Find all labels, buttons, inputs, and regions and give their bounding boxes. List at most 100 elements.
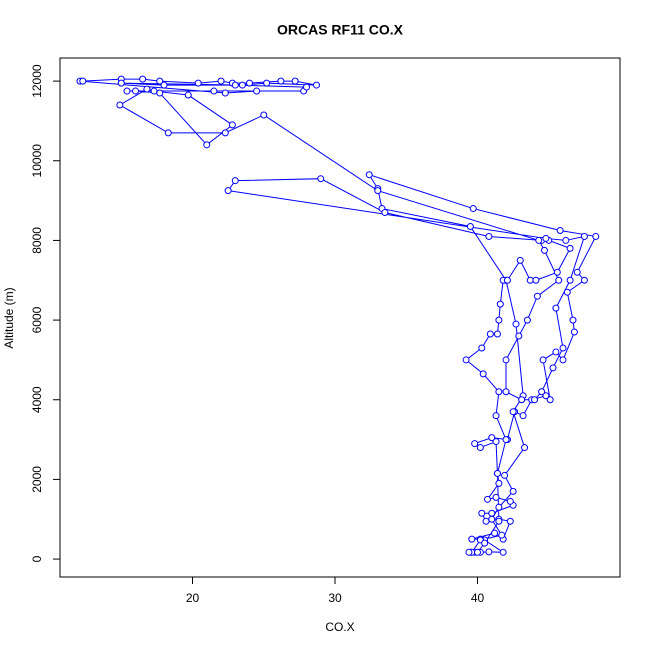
y-tick-label: 8000	[30, 227, 44, 254]
y-tick-label: 6000	[30, 306, 44, 333]
data-point	[569, 316, 577, 324]
data-point	[531, 396, 539, 404]
data-point	[502, 436, 510, 444]
data-point	[260, 111, 268, 119]
data-point	[231, 81, 239, 89]
data-point	[312, 81, 320, 89]
data-point	[502, 388, 510, 396]
data-point	[143, 85, 151, 93]
data-point	[231, 177, 239, 185]
data-point	[495, 503, 503, 511]
data-point	[116, 101, 124, 109]
data-point	[210, 87, 218, 95]
data-point	[485, 232, 493, 240]
data-point	[580, 232, 588, 240]
data-point	[540, 246, 548, 254]
data-point	[485, 548, 493, 556]
data-point	[570, 328, 578, 336]
data-point	[538, 388, 546, 396]
data-point	[365, 171, 373, 179]
data-point	[552, 348, 560, 356]
data-point	[573, 268, 581, 276]
data-point	[493, 330, 501, 338]
data-point	[502, 356, 510, 364]
y-tick-label: 12000	[30, 64, 44, 98]
data-point	[566, 244, 574, 252]
data-point	[221, 129, 229, 137]
data-point	[523, 316, 531, 324]
data-point	[246, 79, 254, 87]
data-point	[501, 471, 509, 479]
data-point	[533, 292, 541, 300]
data-point	[303, 83, 311, 91]
data-point	[476, 444, 484, 452]
data-point	[263, 79, 271, 87]
data-point	[563, 288, 571, 296]
data-point	[481, 539, 489, 547]
data-point	[580, 276, 588, 284]
data-point	[509, 408, 517, 416]
data-point	[462, 356, 470, 364]
data-point	[495, 479, 503, 487]
data-point	[79, 77, 87, 85]
data-point	[542, 234, 550, 242]
data-point	[566, 276, 574, 284]
data-point	[217, 77, 225, 85]
data-point	[503, 276, 511, 284]
data-point	[479, 370, 487, 378]
data-point	[132, 87, 140, 95]
data-point	[515, 332, 523, 340]
data-point	[160, 81, 168, 89]
data-point	[228, 121, 236, 129]
data-point	[117, 79, 125, 87]
data-point	[493, 469, 501, 477]
data-point	[488, 434, 496, 442]
data-point	[194, 79, 202, 87]
data-point	[499, 548, 507, 556]
y-tick-label: 4000	[30, 386, 44, 413]
data-point	[495, 517, 503, 525]
data-point	[471, 440, 479, 448]
data-point	[486, 330, 494, 338]
data-point	[224, 187, 232, 195]
data-point	[512, 320, 520, 328]
data-point	[492, 412, 500, 420]
y-tick-label: 10000	[30, 144, 44, 178]
data-point	[518, 396, 526, 404]
data-point	[466, 222, 474, 230]
data-point	[491, 529, 499, 537]
x-tick-label: 30	[328, 591, 342, 605]
data-point	[478, 509, 486, 517]
data-point	[555, 276, 563, 284]
data-point	[184, 91, 192, 99]
data-point	[532, 276, 540, 284]
data-point	[468, 535, 476, 543]
data-point	[562, 236, 570, 244]
data-point	[221, 89, 229, 97]
data-point	[139, 75, 147, 83]
data-point	[150, 87, 158, 95]
data-point	[482, 517, 490, 525]
data-point	[156, 77, 164, 85]
data-point	[465, 548, 473, 556]
data-point	[549, 364, 557, 372]
y-axis-label: Altitude (m)	[2, 287, 16, 348]
data-point	[539, 356, 547, 364]
data-point	[553, 268, 561, 276]
data-point	[509, 487, 517, 495]
x-tick-label: 20	[186, 591, 200, 605]
data-point	[488, 509, 496, 517]
data-point	[164, 129, 172, 137]
data-point	[556, 226, 564, 234]
data-point	[492, 493, 500, 501]
data-point	[478, 344, 486, 352]
data-point	[492, 438, 500, 446]
chart-title: ORCAS RF11 CO.X	[277, 22, 404, 38]
data-point	[519, 412, 527, 420]
data-point	[521, 444, 529, 452]
y-tick-label: 2000	[30, 466, 44, 493]
data-point	[156, 89, 164, 97]
data-point	[469, 205, 477, 213]
data-point	[559, 356, 567, 364]
